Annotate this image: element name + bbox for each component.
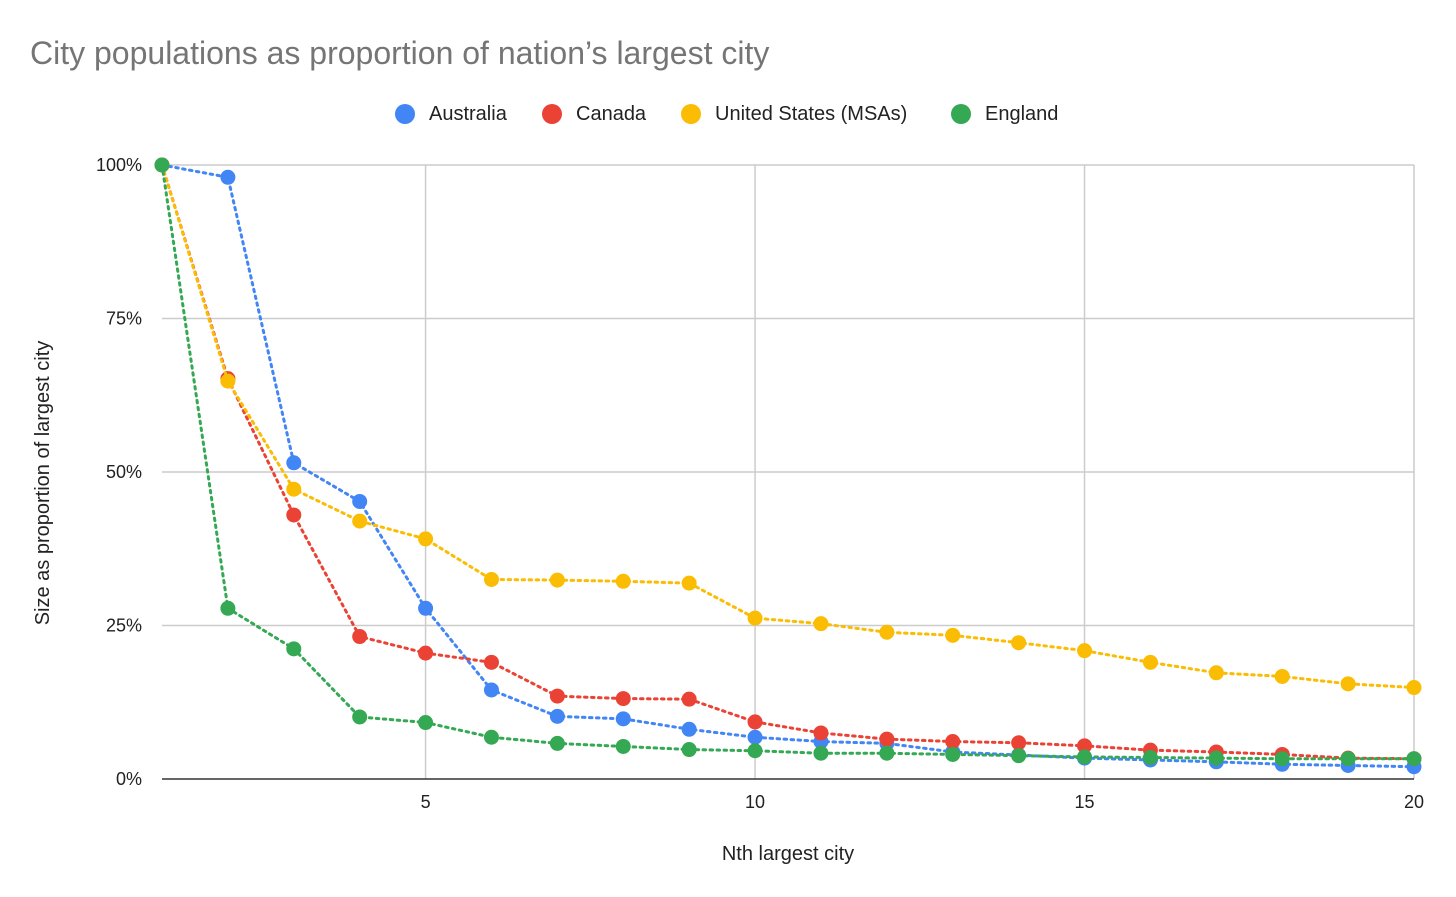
data-point-england[interactable] <box>418 715 434 731</box>
legend-marker-united-states <box>681 104 701 124</box>
data-point-united-states-msas[interactable] <box>220 373 236 389</box>
legend-item-australia[interactable]: Australia <box>395 103 508 125</box>
data-point-united-states-msas[interactable] <box>549 572 565 588</box>
series-line-australia <box>160 163 1416 769</box>
data-point-england[interactable] <box>1274 751 1290 767</box>
data-point-canada[interactable] <box>747 714 763 730</box>
data-point-australia[interactable] <box>483 682 499 698</box>
data-point-united-states-msas[interactable] <box>747 610 763 626</box>
data-point-canada[interactable] <box>549 688 565 704</box>
x-tick-label: 10 <box>745 792 765 812</box>
data-point-australia[interactable] <box>615 711 631 727</box>
legend-label-australia: Australia <box>429 103 508 125</box>
data-point-canada[interactable] <box>813 725 829 741</box>
data-point-england[interactable] <box>352 709 368 725</box>
data-point-australia[interactable] <box>418 600 434 616</box>
data-point-united-states-msas[interactable] <box>681 575 697 591</box>
series-england <box>154 157 1422 767</box>
data-point-australia[interactable] <box>747 729 763 745</box>
x-axis-title: Nth largest city <box>722 843 854 865</box>
legend-label-canada: Canada <box>576 103 647 125</box>
data-point-australia[interactable] <box>352 493 368 509</box>
data-point-canada[interactable] <box>681 691 697 707</box>
x-tick-label: 20 <box>1404 792 1424 812</box>
legend-marker-australia <box>395 104 415 124</box>
legend-label-england: England <box>985 103 1058 125</box>
data-point-united-states-msas[interactable] <box>1340 676 1356 692</box>
data-point-england[interactable] <box>286 641 302 657</box>
data-point-united-states-msas[interactable] <box>879 624 895 640</box>
data-point-united-states-msas[interactable] <box>483 571 499 587</box>
data-point-united-states-msas[interactable] <box>1077 643 1093 659</box>
legend: Australia Canada United States (MSAs) En… <box>395 103 1058 125</box>
data-point-canada[interactable] <box>1011 735 1027 751</box>
x-tick-label: 5 <box>421 792 431 812</box>
y-tick-label: 50% <box>106 462 142 482</box>
data-point-united-states-msas[interactable] <box>615 573 631 589</box>
series-line-canada <box>160 163 1416 761</box>
y-tick-label: 75% <box>106 309 142 329</box>
series-united-states-msas <box>154 157 1422 696</box>
legend-marker-canada <box>542 104 562 124</box>
data-point-england[interactable] <box>945 746 961 762</box>
data-point-england[interactable] <box>813 745 829 761</box>
data-point-canada[interactable] <box>483 654 499 670</box>
data-point-united-states-msas[interactable] <box>1406 680 1422 696</box>
data-point-united-states-msas[interactable] <box>286 481 302 497</box>
data-point-england[interactable] <box>681 742 697 758</box>
x-tick-label: 15 <box>1075 792 1095 812</box>
series-line-england <box>160 163 1416 761</box>
data-point-england[interactable] <box>154 157 170 173</box>
series-line-united-states-msas <box>160 163 1416 690</box>
data-point-united-states-msas[interactable] <box>352 513 368 529</box>
data-point-canada[interactable] <box>286 507 302 523</box>
data-point-australia[interactable] <box>681 721 697 737</box>
y-tick-label: 0% <box>116 769 142 789</box>
data-point-united-states-msas[interactable] <box>813 616 829 632</box>
data-point-england[interactable] <box>747 743 763 759</box>
y-axis-title: Size as proportion of largest city <box>32 341 54 626</box>
data-point-england[interactable] <box>1011 748 1027 764</box>
legend-label-united-states: United States (MSAs) <box>715 103 907 125</box>
data-point-england[interactable] <box>1406 751 1422 767</box>
data-point-canada[interactable] <box>418 645 434 661</box>
data-point-united-states-msas[interactable] <box>1011 635 1027 651</box>
y-tick-label: 25% <box>106 616 142 636</box>
series-australia <box>154 157 1422 775</box>
data-point-canada[interactable] <box>945 734 961 750</box>
data-point-england[interactable] <box>1208 750 1224 766</box>
data-point-england[interactable] <box>549 735 565 751</box>
x-axis-ticks: 5 10 15 20 <box>421 792 1424 812</box>
data-point-canada[interactable] <box>615 691 631 707</box>
data-point-united-states-msas[interactable] <box>945 627 961 643</box>
legend-item-united-states[interactable]: United States (MSAs) <box>681 103 907 125</box>
data-point-england[interactable] <box>615 738 631 754</box>
legend-item-canada[interactable]: Canada <box>542 103 647 125</box>
data-point-england[interactable] <box>483 729 499 745</box>
data-point-united-states-msas[interactable] <box>1208 665 1224 681</box>
chart-title: City populations as proportion of nation… <box>30 35 769 71</box>
data-point-england[interactable] <box>1077 749 1093 765</box>
legend-item-england[interactable]: England <box>951 103 1058 125</box>
data-point-canada[interactable] <box>1077 738 1093 754</box>
y-axis-ticks: 0% 25% 50% 75% 100% <box>96 155 142 789</box>
data-point-england[interactable] <box>1340 751 1356 767</box>
data-point-australia[interactable] <box>220 169 236 185</box>
series-layer <box>154 157 1422 775</box>
gridlines <box>162 164 1415 780</box>
data-point-united-states-msas[interactable] <box>418 531 434 547</box>
data-point-england[interactable] <box>879 745 895 761</box>
data-point-canada[interactable] <box>879 731 895 747</box>
data-point-england[interactable] <box>220 600 236 616</box>
data-point-united-states-msas[interactable] <box>1142 654 1158 670</box>
data-point-england[interactable] <box>1142 750 1158 766</box>
y-tick-label: 100% <box>96 155 142 175</box>
data-point-australia[interactable] <box>286 455 302 471</box>
data-point-canada[interactable] <box>352 629 368 645</box>
legend-marker-england <box>951 104 971 124</box>
data-point-australia[interactable] <box>549 708 565 724</box>
data-point-united-states-msas[interactable] <box>1274 668 1290 684</box>
